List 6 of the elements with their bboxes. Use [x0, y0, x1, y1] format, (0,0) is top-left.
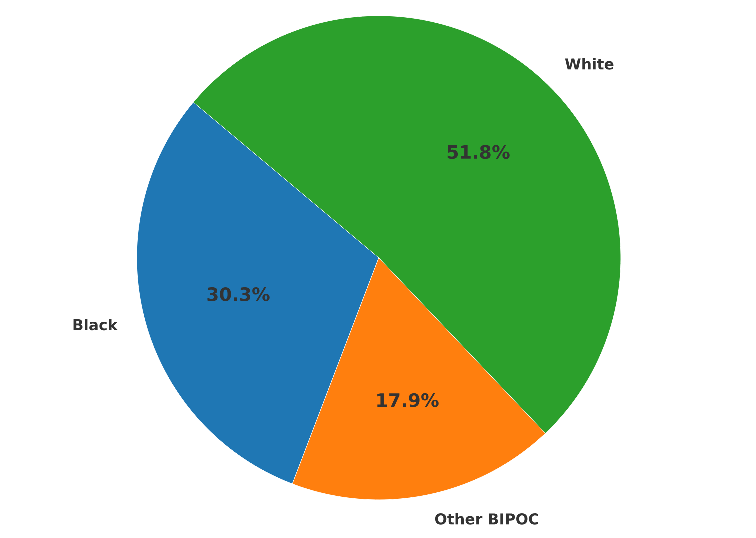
data-label: 51.8%	[448, 145, 510, 160]
slice-label: Black	[74, 319, 118, 331]
slice-label: Other BIPOC	[435, 513, 538, 525]
data-label: 17.9%	[378, 393, 439, 408]
slice-label: White	[565, 58, 614, 70]
data-label: 30.3%	[208, 287, 270, 302]
